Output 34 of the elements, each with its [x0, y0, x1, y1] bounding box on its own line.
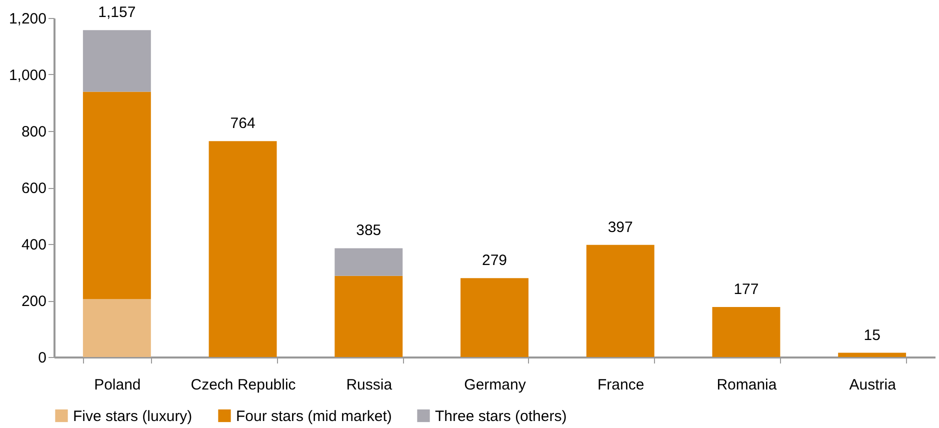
total-label: 397 [608, 218, 633, 236]
legend-label: Five stars (luxury) [73, 408, 192, 425]
bar [334, 276, 403, 357]
legend-label: Four stars (mid market) [236, 408, 392, 425]
x-tick-label: Germany [464, 376, 526, 394]
y-tick-label: 1,200 [8, 10, 46, 28]
y-tick-label: 600 [21, 180, 46, 197]
x-tick-label: France [598, 376, 644, 394]
x-tick-label: Czech Republic [190, 376, 296, 394]
bar [838, 352, 906, 357]
bar [82, 299, 151, 357]
total-label: 15 [864, 326, 880, 344]
x-tick-label: Romania [716, 376, 778, 394]
total-label: 177 [734, 280, 759, 298]
total-label: 385 [356, 222, 382, 240]
bar [334, 248, 403, 276]
legend-label: Three stars (others) [435, 408, 567, 425]
bar [586, 244, 654, 357]
x-tick-label: Austria [849, 376, 897, 394]
bar [82, 92, 151, 300]
bar [712, 307, 780, 357]
bar [460, 278, 528, 357]
y-tick-label: 0 [38, 350, 46, 366]
bar [82, 30, 151, 92]
y-tick-label: 1,000 [8, 67, 46, 84]
y-tick-label: 800 [21, 124, 46, 140]
total-label: 764 [230, 115, 256, 132]
bar [208, 141, 277, 357]
x-tick-label: Poland [94, 376, 141, 394]
total-label: 1,157 [98, 4, 136, 22]
total-label: 279 [482, 252, 508, 270]
x-tick-label: Russia [346, 376, 393, 394]
y-tick-label: 200 [21, 293, 46, 310]
y-tick-label: 400 [21, 236, 46, 254]
